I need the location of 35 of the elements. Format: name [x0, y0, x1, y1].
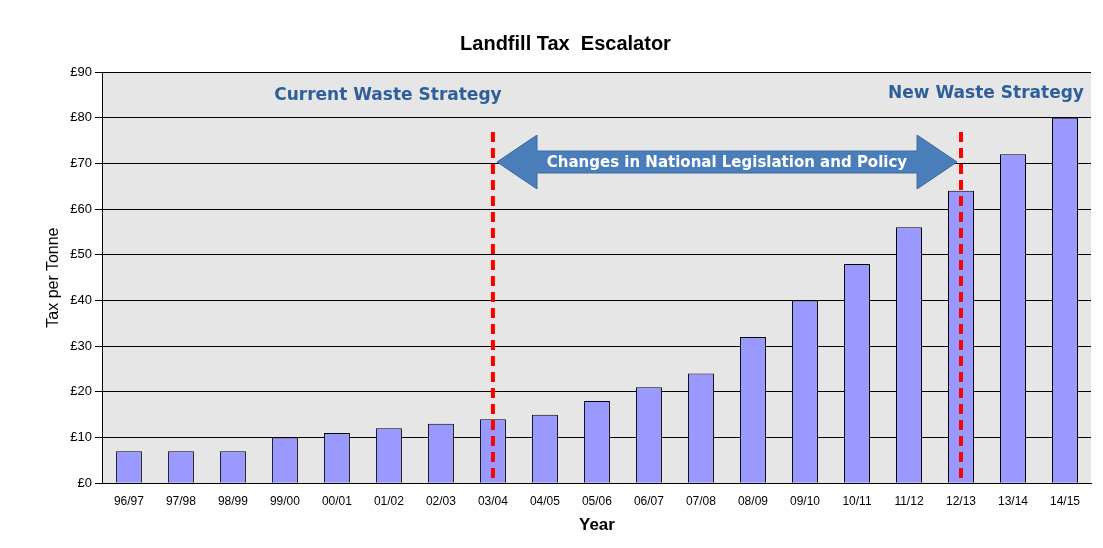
x-tick-label: 03/04	[477, 493, 509, 508]
y-tick-label: £90	[70, 63, 92, 79]
y-tick-label: £10	[70, 429, 92, 445]
y-tick-label: £60	[70, 200, 92, 216]
y-tick-label: £40	[70, 292, 92, 308]
x-tick-label: 13/14	[997, 493, 1029, 508]
y-axis-title: Tax per Tonne	[44, 227, 62, 328]
x-tick-label: 00/01	[321, 493, 353, 508]
x-tick-label: 96/97	[113, 493, 145, 508]
x-tick-label: 05/06	[581, 493, 613, 508]
y-tick-label: £50	[70, 246, 92, 262]
x-tick-label: 97/98	[165, 493, 197, 508]
y-tick-label: £20	[70, 383, 92, 399]
x-tick-label: 02/03	[425, 493, 457, 508]
annotation: Current Waste Strategy	[274, 84, 502, 105]
x-tick-label: 99/00	[269, 493, 301, 508]
y-tick-label: £0	[77, 474, 92, 490]
y-tick-label: £70	[70, 154, 92, 170]
x-tick-label: 04/05	[529, 493, 561, 508]
chart-title: Landfill Tax Escalator	[460, 31, 672, 54]
annotation: New Waste Strategy	[888, 82, 1084, 103]
x-tick-label: 01/02	[373, 493, 405, 508]
annotation: Changes in National Legislation and Policy	[545, 152, 909, 172]
x-tick-label: 10/11	[842, 493, 872, 508]
x-tick-label: 09/10	[789, 493, 821, 508]
x-tick-label: 12/13	[945, 493, 977, 508]
x-tick-label: 08/09	[737, 493, 769, 508]
x-axis-title: Year	[578, 515, 616, 535]
y-tick-label: £80	[70, 109, 92, 125]
x-tick-label: 07/08	[685, 493, 717, 508]
y-tick-label: £30	[70, 337, 92, 353]
x-tick-label: 98/99	[217, 493, 249, 508]
x-tick-label: 11/12	[894, 493, 924, 508]
x-tick-label: 06/07	[633, 493, 665, 508]
x-tick-label: 14/15	[1049, 493, 1081, 508]
